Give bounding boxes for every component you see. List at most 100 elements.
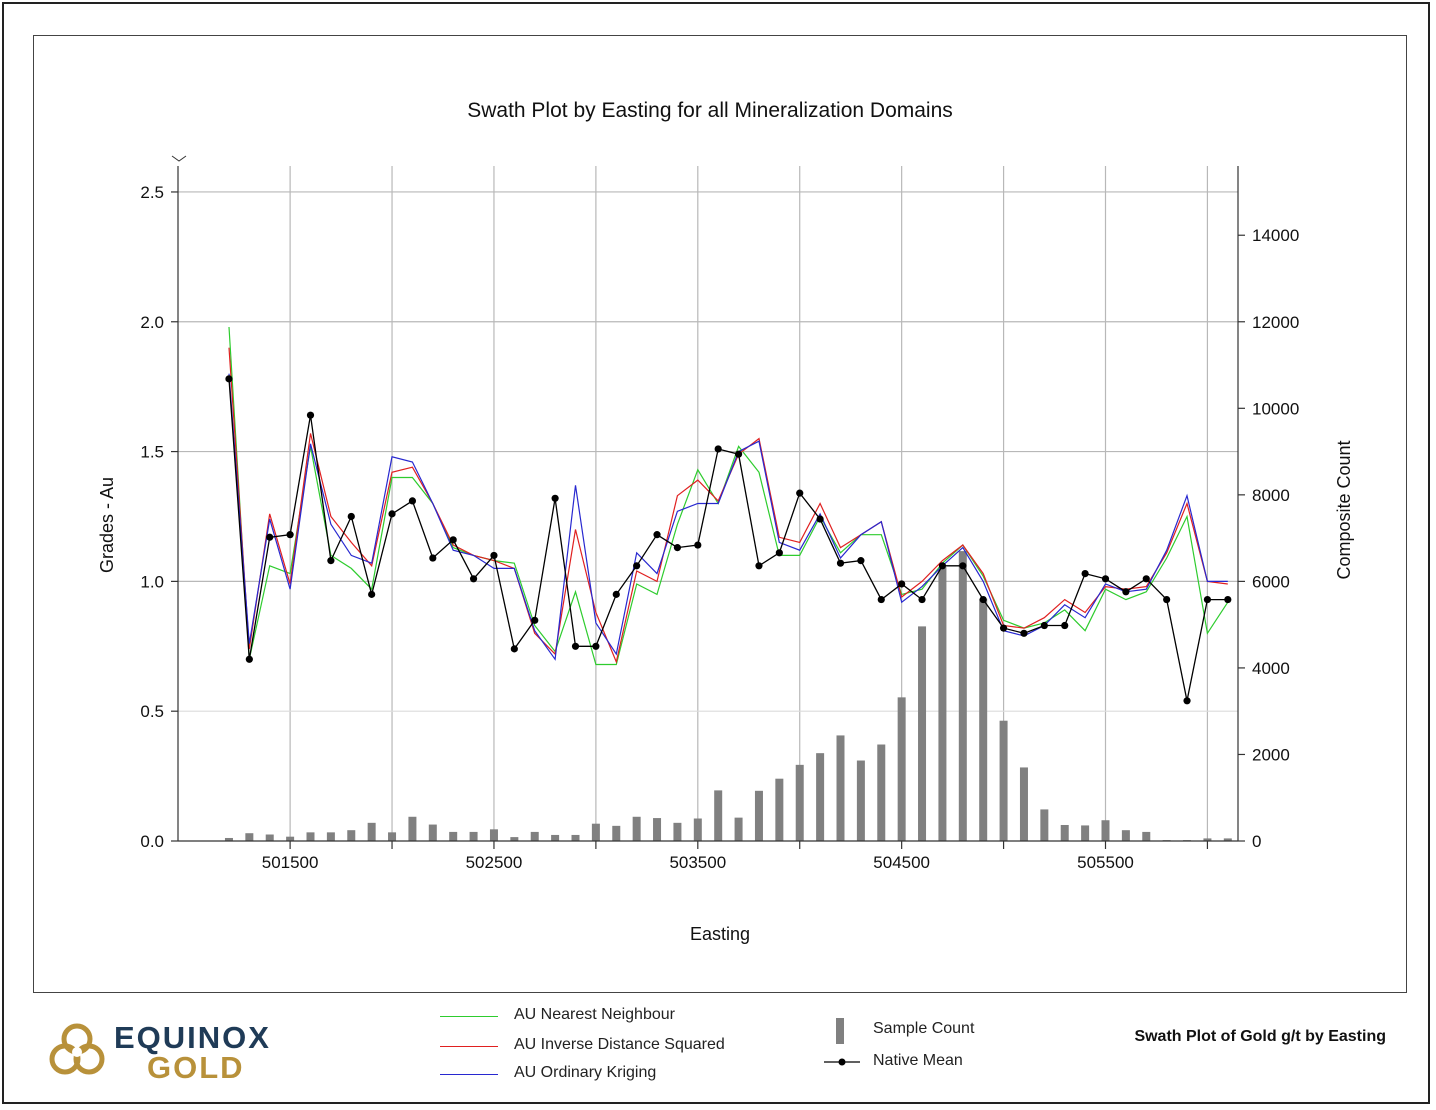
- sample-count-bar: [877, 744, 886, 841]
- native-mean-point: [490, 551, 498, 560]
- native-mean-point: [1203, 595, 1212, 604]
- sample-count-bar: [408, 816, 417, 841]
- y2-tick-label: 10000: [1252, 399, 1299, 418]
- native-mean-point: [898, 580, 906, 588]
- sample-count-bar: [224, 837, 233, 841]
- legend-label-native-mean: Native Mean: [873, 1052, 963, 1069]
- native-mean-point: [388, 510, 396, 518]
- sample-count-bar: [653, 818, 662, 841]
- native-mean-point: [510, 645, 518, 653]
- native-mean-point: [816, 515, 824, 523]
- sample-count-bar: [367, 822, 376, 841]
- legend-label-ordinary-kriging: AU Ordinary Kriging: [514, 1064, 657, 1081]
- sample-count-bar: [632, 816, 641, 841]
- series-line-native-mean: [228, 378, 1228, 701]
- x-tick-label: 501500: [262, 853, 319, 872]
- native-mean-point: [592, 642, 600, 650]
- x-axis-label: Easting: [690, 924, 750, 944]
- sample-count-bar: [795, 764, 804, 841]
- collapse-marker-icon: [171, 155, 187, 162]
- native-mean-point: [571, 642, 580, 650]
- native-mean-point: [979, 595, 987, 604]
- sample-count-bar: [714, 790, 723, 841]
- sample-count-bar: [775, 778, 784, 841]
- native-mean-point: [306, 411, 315, 419]
- native-mean-point: [469, 575, 478, 583]
- native-mean-point: [1163, 595, 1171, 604]
- y2-tick-label: 0: [1252, 832, 1261, 851]
- native-mean-point: [1224, 595, 1232, 604]
- y-tick-label: 0.5: [140, 702, 164, 721]
- sample-count-bar: [673, 822, 682, 841]
- sample-count-bar: [571, 834, 580, 841]
- logo-knot-icon: [49, 1023, 105, 1075]
- native-mean-point: [796, 489, 804, 497]
- sample-count-bar: [979, 598, 988, 841]
- native-mean-point: [714, 445, 722, 453]
- native-mean-point: [694, 541, 702, 549]
- sample-count-bar: [958, 551, 967, 841]
- legend-swatch-sample-count: [836, 1018, 844, 1044]
- axes: 0.0 0.5 1.0 1.5 2.0 2.5 0 2000 4000 6000 8000 10000…: [140, 166, 1299, 872]
- company-logo: EQUINOX GOLD: [44, 1018, 284, 1085]
- legend-label-inverse-distance: AU Inverse Distance Squared: [514, 1036, 725, 1053]
- sample-count-bar: [612, 825, 621, 841]
- y2-tick-label: 14000: [1252, 226, 1299, 245]
- native-mean-point: [959, 562, 967, 570]
- sample-count-bar: [1223, 838, 1232, 841]
- y-tick-label: 1.5: [140, 443, 164, 462]
- logo-text-equinox: EQUINOX: [114, 1020, 271, 1055]
- sample-count-bar: [1081, 825, 1090, 841]
- native-mean-point: [531, 616, 539, 624]
- sample-count-bar: [306, 832, 315, 841]
- native-mean-point: [368, 590, 376, 598]
- sample-count-bar: [388, 832, 397, 841]
- sample-count-bar: [469, 831, 478, 841]
- native-mean-point: [408, 497, 417, 505]
- x-tick-label: 504500: [873, 853, 930, 872]
- sample-count-bar: [1142, 831, 1151, 841]
- native-mean-points: [225, 375, 1232, 705]
- sample-count-bar: [999, 720, 1008, 841]
- native-mean-point: [653, 531, 661, 539]
- y-axis-label: Grades - Au: [97, 477, 117, 573]
- native-mean-point: [327, 557, 335, 565]
- x-tick-label: 505500: [1077, 853, 1134, 872]
- y-tick-label: 2.5: [140, 183, 164, 202]
- sample-count-bar: [836, 735, 845, 841]
- native-mean-point: [1142, 575, 1150, 583]
- legend-swatch-native-mean: [824, 1058, 860, 1066]
- native-mean-point: [755, 562, 763, 570]
- sample-count-bar: [1060, 824, 1069, 841]
- native-mean-point: [1122, 588, 1130, 596]
- y2-tick-label: 12000: [1252, 313, 1299, 332]
- sample-count-bar: [1121, 830, 1130, 841]
- sample-count-bar: [1203, 838, 1212, 841]
- sample-count-bar: [265, 834, 274, 841]
- native-mean-point: [938, 562, 947, 570]
- y2-tick-label: 4000: [1252, 659, 1290, 678]
- series-line-au-ordinary-kriging: [228, 373, 1228, 661]
- sample-count-bar: [1040, 809, 1049, 841]
- native-mean-point: [633, 562, 641, 570]
- sample-count-bar: [856, 760, 865, 841]
- legend-swatch-inverse-distance: [440, 1046, 498, 1047]
- sample-count-bar: [918, 626, 927, 841]
- sample-count-bar: [693, 818, 702, 841]
- native-mean-point: [775, 549, 783, 557]
- plot-area-border: [33, 35, 1407, 993]
- sample-count-bar: [428, 824, 437, 841]
- native-mean-point: [1020, 629, 1028, 637]
- native-mean-point: [673, 544, 682, 552]
- native-mean-point: [877, 595, 885, 604]
- native-mean-point: [612, 590, 620, 598]
- y2-tick-label: 8000: [1252, 486, 1290, 505]
- native-mean-point: [1040, 621, 1048, 630]
- sample-count-bar: [551, 834, 560, 841]
- native-mean-point: [347, 512, 355, 521]
- sample-count-bar: [1019, 767, 1028, 841]
- native-mean-point: [1061, 621, 1069, 630]
- sample-count-bar: [1101, 820, 1110, 841]
